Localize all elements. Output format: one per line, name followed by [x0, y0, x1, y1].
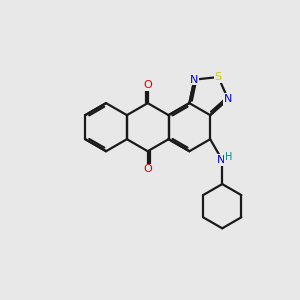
- Text: N: N: [190, 75, 199, 85]
- Text: N: N: [224, 94, 232, 104]
- Text: O: O: [143, 80, 152, 90]
- Text: N: N: [217, 155, 225, 165]
- Text: H: H: [224, 152, 232, 162]
- Text: O: O: [143, 164, 152, 174]
- Text: S: S: [215, 72, 222, 82]
